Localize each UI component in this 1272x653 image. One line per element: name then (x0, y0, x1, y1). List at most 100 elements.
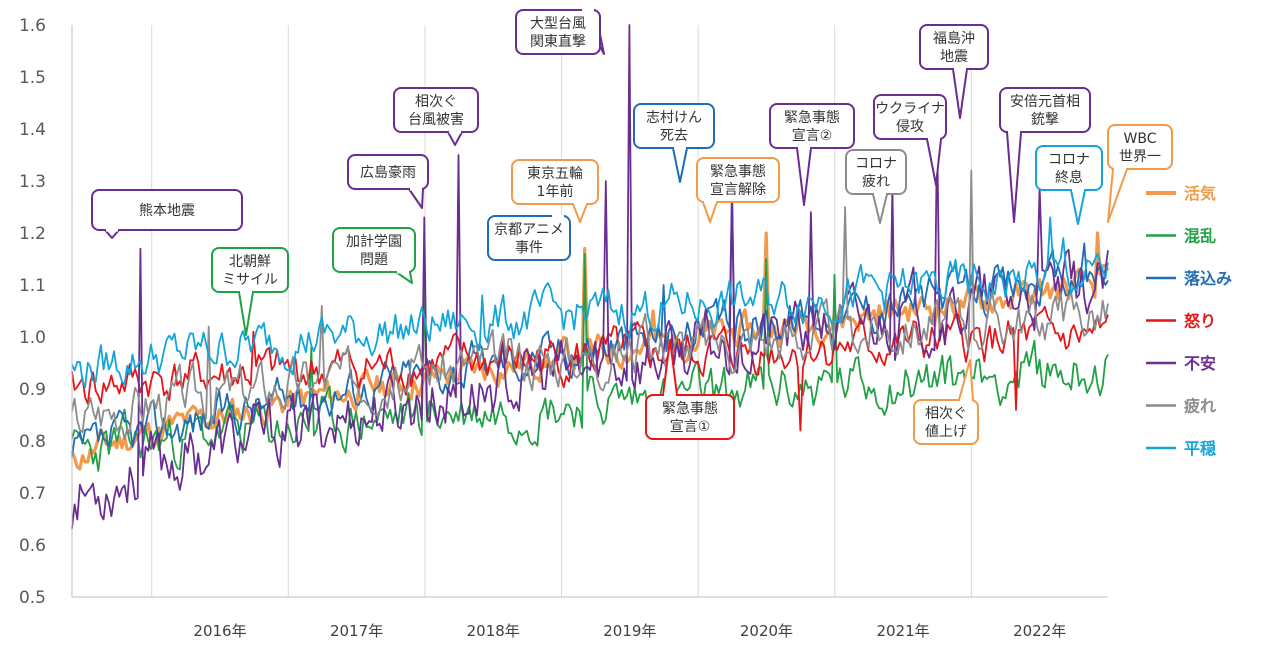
callout-box (873, 94, 947, 140)
callout-pointer (672, 147, 688, 183)
callout-label: 世界一 (1119, 149, 1161, 165)
callout-box (91, 189, 243, 231)
event-callout: 広島豪雨 (347, 154, 429, 209)
callout-pointer (1006, 131, 1022, 223)
callout-box (769, 103, 855, 149)
callout-label: 安倍元首相 (1010, 94, 1080, 110)
legend-label: 混乱 (1184, 227, 1216, 246)
x-tick-label: 2020年 (740, 622, 793, 640)
callout-label: 侵攻 (896, 118, 924, 135)
x-tick-label: 2017年 (330, 622, 383, 640)
callout-label: ミサイル (222, 272, 278, 288)
callout-label: 北朝鮮 (229, 254, 271, 270)
y-tick-label: 1.2 (19, 224, 46, 244)
callout-label: 熊本地震 (139, 203, 195, 219)
callout-label: 死去 (660, 128, 688, 144)
callout-box (393, 87, 479, 133)
y-tick-label: 0.9 (19, 380, 46, 400)
series-line (71, 252, 1109, 472)
callout-box (999, 87, 1091, 133)
callout-box (645, 394, 735, 440)
callout-box (332, 227, 416, 273)
callout-pointer (395, 271, 413, 284)
callout-label: 相次ぐ (925, 406, 967, 422)
y-tick-label: 1.4 (19, 120, 46, 140)
callout-label: 京都アニメ (494, 222, 564, 238)
callout-pointer (238, 291, 254, 336)
callout-box (696, 157, 780, 203)
series-layer (70, 24, 1110, 529)
y-tick-label: 1.3 (19, 172, 46, 192)
series-line (71, 216, 1109, 389)
callout-label: 関東直撃 (530, 33, 586, 50)
callout-box (347, 154, 429, 190)
y-tick-label: 1.1 (19, 276, 46, 296)
callout-label: コロナ (1048, 152, 1090, 168)
y-tick-label: 1.0 (19, 328, 46, 348)
callout-label: 大型台風 (530, 16, 586, 32)
callout-label: 加計学園 (346, 234, 402, 250)
callout-pointer (572, 203, 588, 223)
callout-pointer (702, 201, 718, 223)
series-line (71, 169, 1109, 441)
callout-box (487, 215, 571, 261)
legend-label: 怒り (1184, 312, 1216, 331)
callout-box (511, 159, 599, 205)
x-tick-label: 2018年 (467, 622, 520, 640)
callout-label: 台風被害 (408, 112, 464, 128)
callout-label: 事件 (515, 240, 543, 256)
callout-label: 緊急事態 (662, 401, 718, 417)
callout-label: 値上げ (925, 424, 967, 440)
callout-label: 緊急事態 (784, 110, 840, 126)
callout-label: 疲れ (862, 173, 890, 190)
event-callout: WBC 世界一 (1107, 124, 1173, 223)
legend-item: 怒り (1146, 312, 1216, 331)
callout-box (515, 9, 601, 55)
legend-item: 混乱 (1146, 227, 1216, 246)
axis-layer: 0.5 0.6 0.7 0.8 0.9 1.0 1.1 1.2 1.3 1.4 1.5 1.6 2016… (19, 16, 1108, 640)
callout-pointer (926, 138, 942, 186)
callout-label: コロナ (855, 156, 897, 172)
callout-layer: 熊本地震北朝鮮ミサイル加計学園問題広島豪雨相次ぐ台風被害京都アニメ事件東京五輪1… (91, 8, 1173, 445)
y-tick-label: 0.8 (19, 432, 46, 452)
legend-item: 不安 (1146, 354, 1216, 373)
callout-label: 相次ぐ (415, 94, 457, 110)
callout-pointer (796, 147, 812, 206)
y-tick-label: 1.5 (19, 68, 46, 88)
callout-box (913, 399, 979, 445)
callout-label: 終息 (1055, 169, 1083, 186)
x-tick-label: 2021年 (876, 622, 929, 640)
callout-label: 東京五輪 (527, 165, 583, 182)
y-tick-label: 0.7 (19, 484, 46, 504)
callout-label: 宣言② (792, 128, 833, 144)
legend-item: 落込み (1146, 269, 1232, 288)
callout-label: 福島沖 (933, 31, 975, 47)
callout-pointer (952, 68, 968, 119)
callout-label: 緊急事態 (710, 164, 766, 180)
legend-label: 活気 (1184, 184, 1216, 203)
callout-label: 銃撃 (1031, 112, 1059, 128)
legend-item: 疲れ (1146, 397, 1216, 416)
callout-pointer (1107, 168, 1128, 223)
x-tick-label: 2019年 (603, 622, 656, 640)
y-tick-label: 1.6 (19, 16, 46, 36)
callout-pointer (872, 193, 888, 224)
callout-label: 1年前 (537, 183, 574, 200)
legend-item: 平穏 (1146, 439, 1216, 458)
event-callout: 熊本地震 (91, 189, 243, 239)
